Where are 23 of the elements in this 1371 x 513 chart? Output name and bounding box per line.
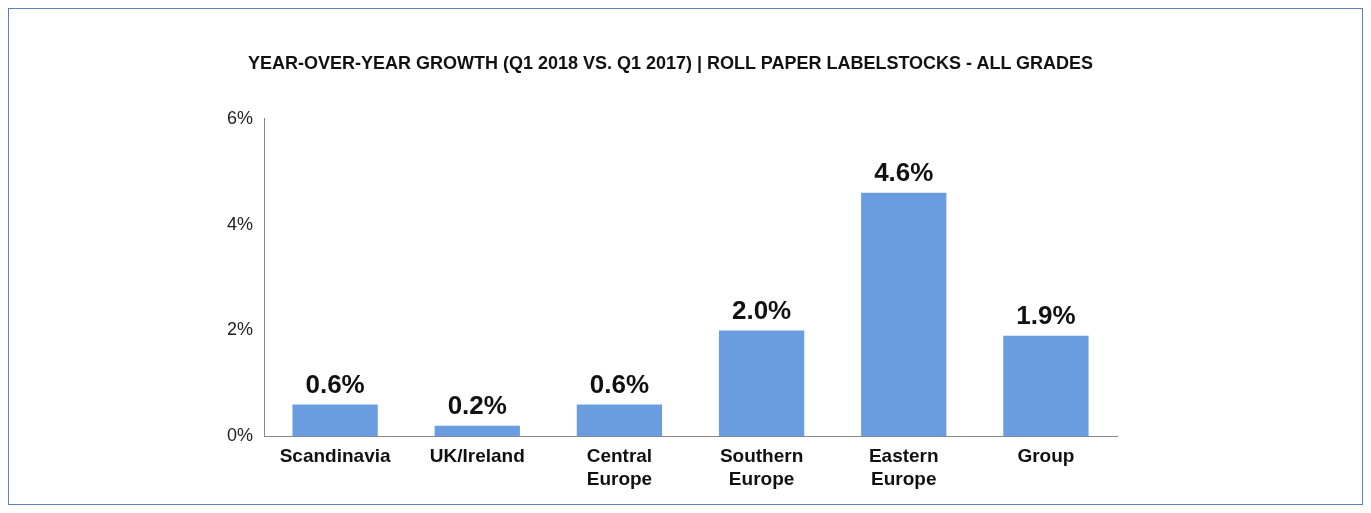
data-label: 2.0% [731, 294, 792, 325]
bar [1003, 335, 1089, 437]
x-tick-label: Group [1017, 445, 1075, 467]
y-tick-label: 6% [227, 107, 254, 128]
y-tick-label: 2% [227, 319, 254, 340]
data-label: 0.6% [305, 368, 365, 399]
bar [576, 404, 663, 437]
y-tick-label: 0% [227, 425, 254, 446]
y-tick-label: 4% [227, 213, 254, 234]
data-label: 0.2% [447, 389, 507, 420]
bar [434, 425, 520, 437]
x-tick-label: Southern Europe [719, 445, 804, 489]
chart-title: YEAR-OVER-YEAR GROWTH (Q1 2018 VS. Q1 2017) | ROLL PAPER LABELSTOCKS - ALL GRADES [247, 52, 1094, 73]
data-label: 0.6% [589, 368, 650, 399]
data-label: 4.6% [874, 156, 934, 187]
data-label: 1.9% [1016, 299, 1076, 330]
x-tick-label: Scandinavia [279, 445, 391, 467]
bar [861, 192, 947, 437]
bar [718, 330, 805, 437]
x-tick-label: UK/Ireland [429, 445, 525, 467]
bar [292, 404, 378, 437]
x-tick-label: Central Europe [586, 445, 653, 489]
x-tick-label: Eastern Europe [868, 445, 939, 489]
